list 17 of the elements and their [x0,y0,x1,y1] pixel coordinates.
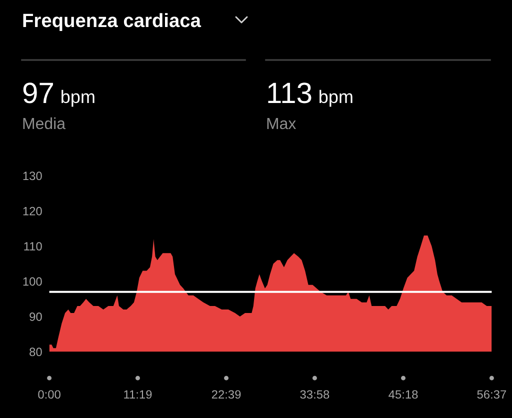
x-tick-label: 56:37 [477,390,506,399]
x-tick-label: 11:19 [124,390,152,399]
x-tick-label: 45:18 [388,390,418,399]
x-tick-label: 33:58 [300,390,330,399]
text: 113 bpm [268,82,352,107]
x-tick-label: 22:39 [212,390,241,399]
x-tick-label: 0:00 [38,390,60,399]
y-tick-label: 120 [23,206,42,216]
y-tick-label: 110 [24,242,42,251]
chart-title: Frequenza cardiaca [23,13,202,31]
y-tick-label: 80 [30,348,42,356]
text: Media [23,117,66,130]
y-tick-label: 130 [23,172,42,180]
y-tick-label: 90 [30,312,42,321]
text: 97 bpm [23,82,94,107]
text: Max [267,118,296,130]
y-tick-label: 100 [23,277,42,286]
